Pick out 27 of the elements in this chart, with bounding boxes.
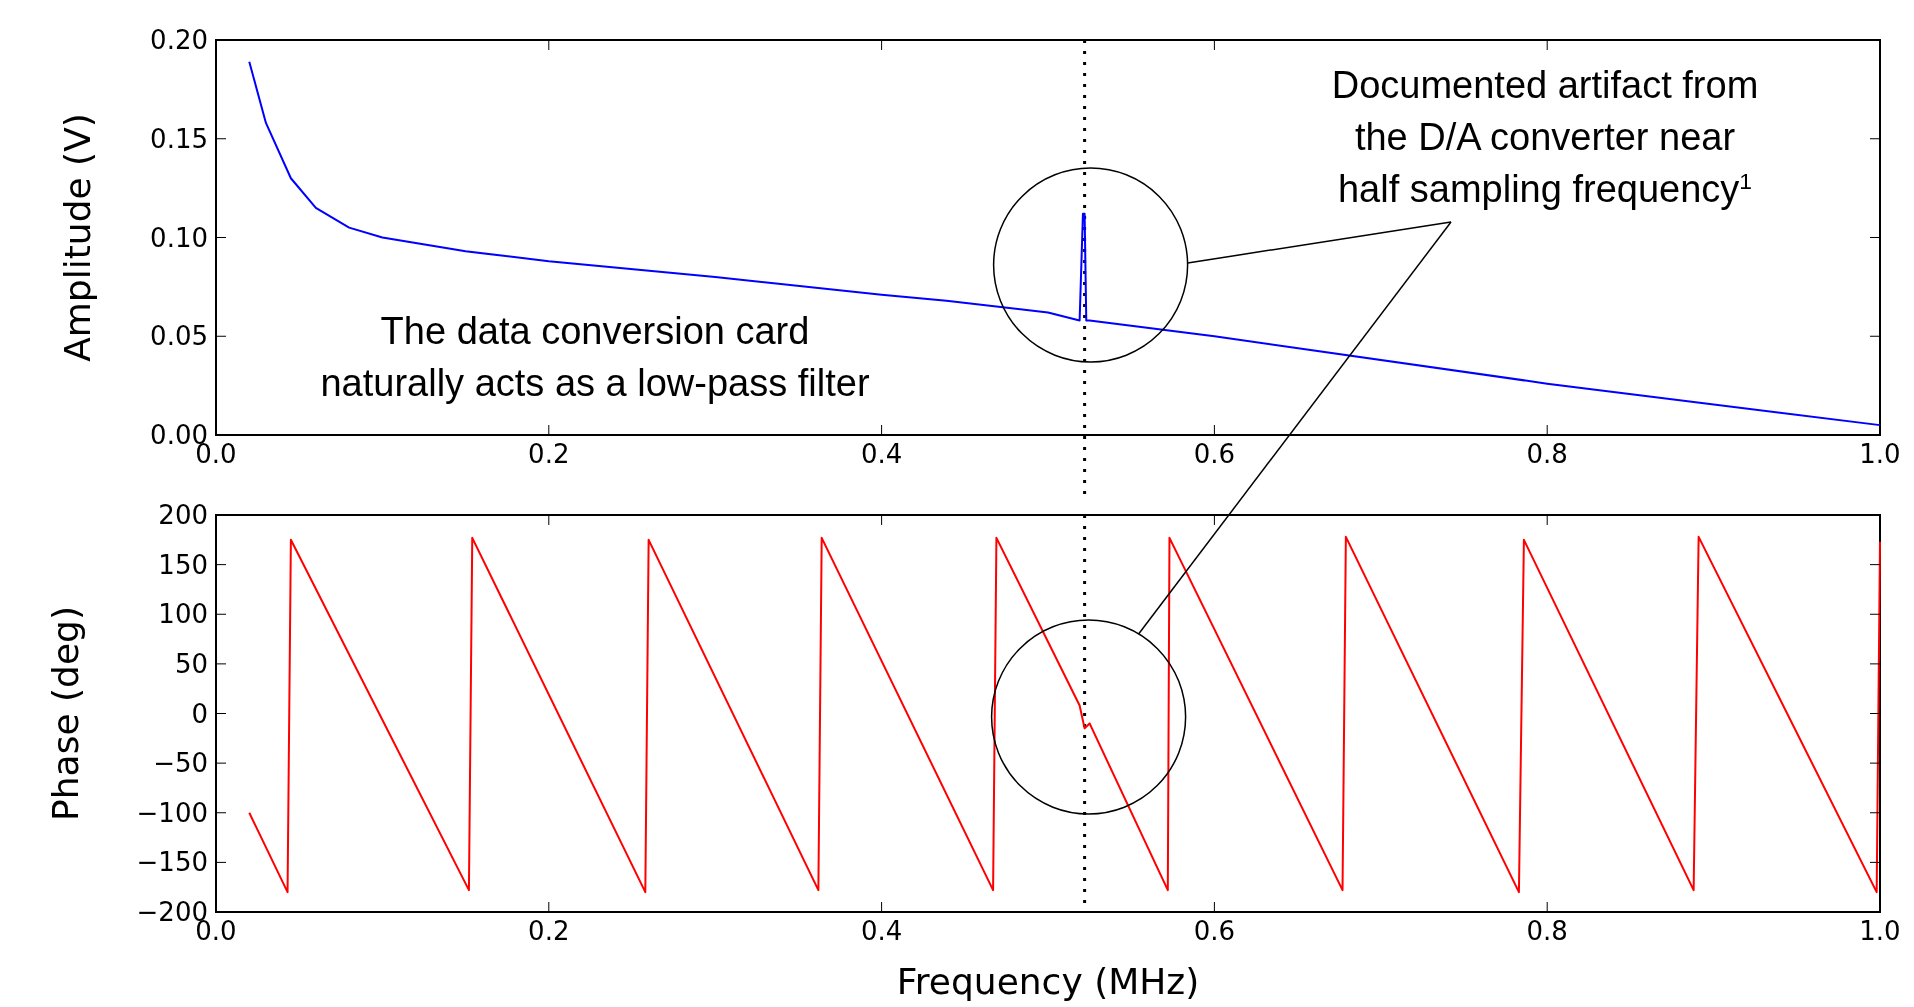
y-tick-label: 100: [158, 599, 208, 630]
y-tick-label: 150: [158, 549, 208, 580]
y-tick-label: 0.05: [150, 321, 208, 352]
annotation: The data conversion card naturally acts as a low-pass filter: [320, 310, 870, 404]
y-tick-label: −100: [136, 797, 208, 828]
x-tick-label: 0.6: [1193, 439, 1236, 469]
x-tick-label: 0.4: [860, 916, 903, 946]
annotation: Documented artifact from the D/A converter near half sampling frequency$^{1}$: [1331, 64, 1759, 210]
x-tick-label: 0.6: [1193, 916, 1236, 946]
y-axis-title: Amplitude (V): [57, 113, 98, 362]
x-tick-label: 0.8: [1526, 916, 1568, 946]
x-tick-label: 0.2: [528, 439, 570, 469]
x-tick-label: 1.0: [1859, 916, 1901, 946]
x-tick-label: 0.4: [860, 439, 903, 469]
x-tick-label: 1.0: [1859, 439, 1901, 469]
x-tick-label: 0.2: [528, 916, 570, 946]
y-tick-label: −150: [136, 847, 208, 878]
y-tick-label: 200: [158, 500, 208, 531]
y-tick-label: 50: [174, 648, 208, 679]
y-tick-label: 0.20: [150, 25, 208, 56]
y-axis-title: Phase (deg): [45, 606, 86, 821]
x-axis-title: Frequency (MHz): [896, 961, 1200, 1002]
y-tick-label: 0.10: [150, 222, 208, 253]
y-tick-label: −50: [153, 748, 208, 779]
y-tick-label: 0: [191, 698, 208, 729]
y-tick-label: 0.15: [150, 123, 208, 154]
x-tick-label: 0.8: [1526, 439, 1568, 469]
